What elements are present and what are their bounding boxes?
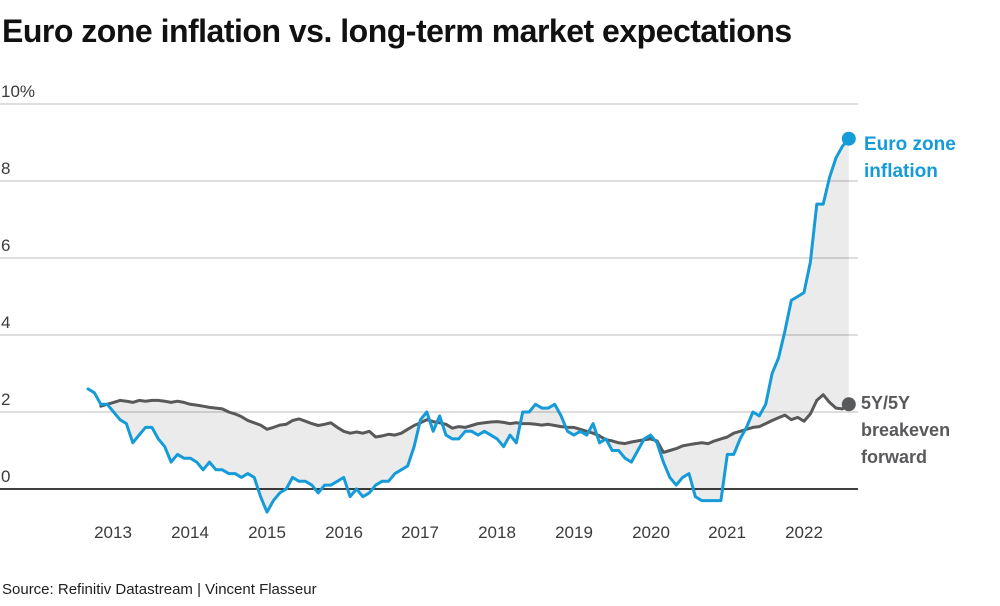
x-axis-label-2021: 2021 xyxy=(708,523,746,542)
fill-between-area xyxy=(100,138,849,513)
x-axis-label-2022: 2022 xyxy=(785,523,823,542)
x-axis-label-2016: 2016 xyxy=(325,523,363,542)
x-axis-label-2015: 2015 xyxy=(248,523,286,542)
inflation-line xyxy=(86,137,851,514)
x-axis-label-2018: 2018 xyxy=(478,523,516,542)
y-axis-label-2: 2 xyxy=(1,390,11,409)
y-axis-label-8: 8 xyxy=(1,159,11,178)
x-axis-label-2017: 2017 xyxy=(401,523,439,542)
y-axis-label-10: 10% xyxy=(1,82,36,101)
breakeven-line xyxy=(99,393,851,454)
x-axis-label-2013: 2013 xyxy=(94,523,132,542)
breakeven-end-dot xyxy=(841,397,856,412)
inflation-end-dot xyxy=(841,131,856,146)
series-label-euro-zone-inflation: Euro zone inflation xyxy=(864,134,956,182)
x-axis-label-2019: 2019 xyxy=(555,523,593,542)
source-attribution: Source: Refinitiv Datastream | Vincent F… xyxy=(2,581,317,598)
chart-title: Euro zone inflation vs. long-term market… xyxy=(2,13,792,49)
x-axis-label-2020: 2020 xyxy=(632,523,670,542)
y-axis-label-0: 0 xyxy=(1,467,11,486)
x-axis-label-2014: 2014 xyxy=(171,523,209,542)
y-axis-label-6: 6 xyxy=(1,236,11,255)
series-label-5y5y-breakeven-forward: 5Y/5Y breakeven forward xyxy=(861,393,951,467)
y-axis-label-4: 4 xyxy=(1,313,11,332)
